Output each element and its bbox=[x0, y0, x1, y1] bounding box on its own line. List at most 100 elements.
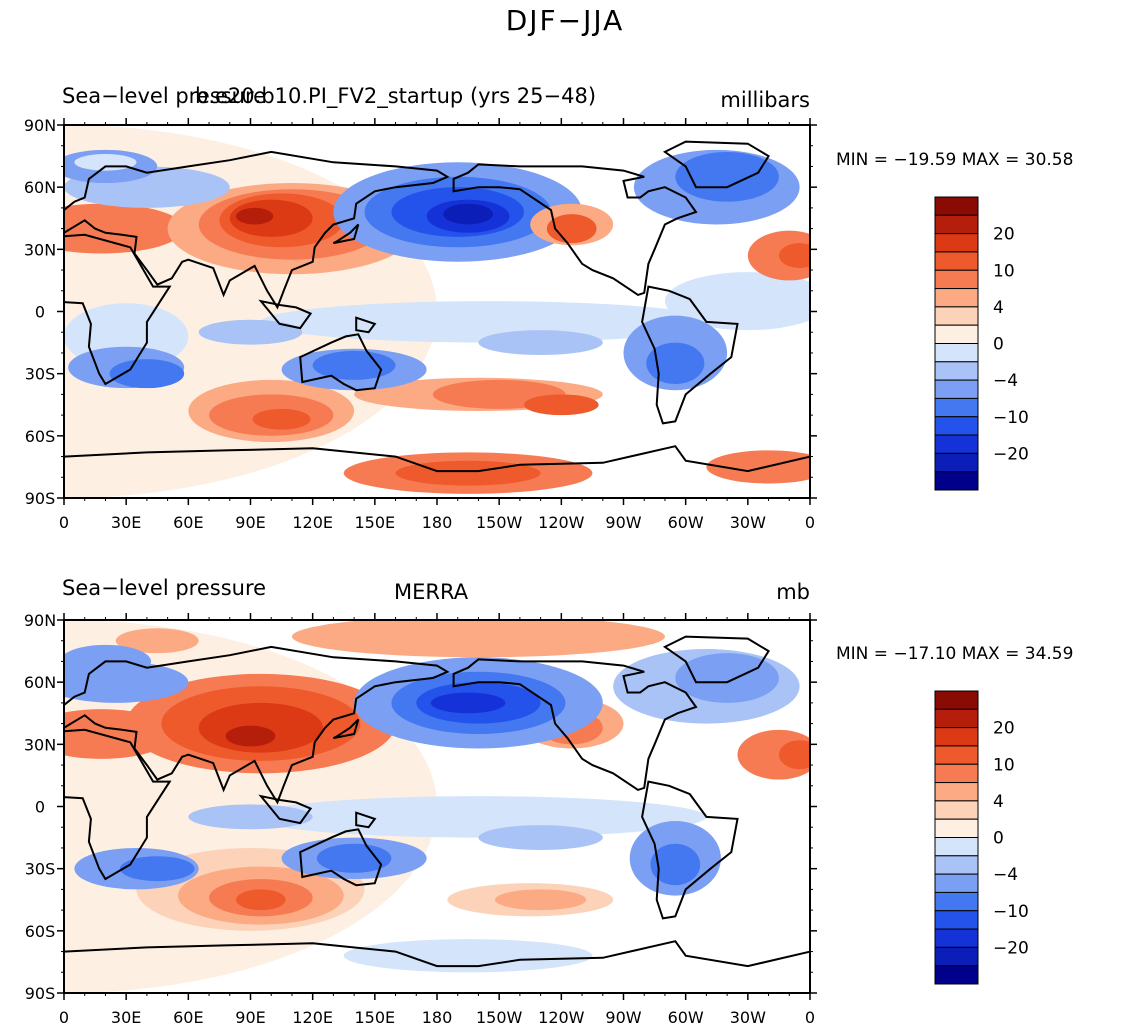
x-tick-label: 150E bbox=[355, 1008, 396, 1027]
x-tick-label: 120W bbox=[538, 513, 585, 532]
colorbar-label: 20 bbox=[993, 225, 1015, 245]
contour-region bbox=[252, 408, 311, 430]
colorbar-swatch bbox=[934, 306, 979, 326]
x-tick-label: 30W bbox=[730, 513, 766, 532]
y-tick-label: 90S bbox=[25, 489, 56, 508]
y-tick-label: 60N bbox=[24, 673, 56, 692]
x-tick-label: 150W bbox=[476, 513, 523, 532]
panel1-title-center: b.e20.b10.PI_FV2_startup (yrs 25−48) bbox=[195, 84, 597, 108]
coastline bbox=[258, 299, 313, 330]
colorbar-swatch bbox=[934, 928, 979, 948]
contour-region bbox=[343, 939, 593, 973]
y-tick-label: 0 bbox=[35, 303, 45, 322]
colorbar-swatch bbox=[934, 196, 979, 216]
contour-region bbox=[260, 301, 717, 343]
x-tick-label: 90W bbox=[605, 513, 641, 532]
x-tick-label: 120E bbox=[292, 513, 333, 532]
contour-region bbox=[316, 843, 392, 873]
panel2-title-center: MERRA bbox=[394, 580, 469, 604]
colorbar-swatch bbox=[934, 727, 979, 747]
x-tick-label: 120E bbox=[292, 1008, 333, 1027]
x-tick-label: 120W bbox=[538, 1008, 585, 1027]
colorbar-label: 10 bbox=[993, 755, 1015, 775]
colorbar-label: 0 bbox=[993, 335, 1004, 355]
panel1-field bbox=[64, 125, 810, 498]
x-tick-label: 60W bbox=[668, 1008, 704, 1027]
x-tick-label: 0 bbox=[805, 513, 815, 532]
colorbar-label: −20 bbox=[993, 938, 1029, 958]
coastline bbox=[258, 794, 313, 825]
colorbar-swatch bbox=[934, 855, 979, 875]
y-tick-label: 30S bbox=[25, 860, 56, 879]
contour-region bbox=[109, 359, 185, 389]
panel2-min-max: MIN = −17.10 MAX = 34.59 bbox=[836, 644, 1074, 664]
colorbar-swatch bbox=[934, 343, 979, 363]
coastline bbox=[641, 285, 739, 425]
y-tick-label: 90N bbox=[24, 116, 56, 135]
coastline bbox=[662, 635, 770, 684]
colorbar-swatch bbox=[934, 416, 979, 436]
colorbar-swatch bbox=[934, 324, 979, 344]
panel1-title-left: Sea−level pressure bbox=[62, 84, 267, 108]
colorbar-swatch bbox=[934, 782, 979, 802]
coastline bbox=[641, 780, 739, 920]
colorbar-swatch bbox=[934, 233, 979, 253]
contour-region bbox=[495, 889, 587, 911]
coastline bbox=[662, 140, 770, 189]
coastline bbox=[64, 645, 450, 805]
coastline bbox=[332, 223, 360, 245]
contour-region bbox=[250, 796, 707, 838]
x-tick-label: 30E bbox=[111, 513, 141, 532]
colorbar-label: −4 bbox=[993, 371, 1018, 391]
colorbar-swatch bbox=[934, 965, 979, 985]
x-tick-label: 60E bbox=[173, 1008, 203, 1027]
colorbar-swatch bbox=[934, 690, 979, 710]
contour-region bbox=[650, 843, 701, 886]
y-tick-label: 30N bbox=[24, 240, 56, 259]
colorbar-label: −20 bbox=[993, 444, 1029, 464]
colorbar-swatch bbox=[934, 251, 979, 271]
contour-region bbox=[675, 151, 779, 202]
contour-region bbox=[675, 653, 779, 703]
x-tick-label: 90W bbox=[605, 1008, 641, 1027]
y-tick-label: 30S bbox=[25, 365, 56, 384]
colorbar-swatch bbox=[934, 818, 979, 838]
y-tick-label: 60S bbox=[25, 922, 56, 941]
colorbar-swatch bbox=[934, 434, 979, 454]
colorbar-swatch bbox=[934, 745, 979, 765]
x-tick-label: 180 bbox=[422, 513, 453, 532]
contour-region bbox=[778, 740, 810, 770]
colorbar-swatch bbox=[934, 873, 979, 893]
contour-region bbox=[778, 243, 810, 268]
colorbar-swatch bbox=[934, 946, 979, 967]
contour-region bbox=[198, 319, 303, 345]
y-tick-label: 90S bbox=[25, 984, 56, 1003]
colorbar-swatch bbox=[934, 397, 979, 418]
x-tick-label: 0 bbox=[805, 1008, 815, 1027]
colorbar-swatch bbox=[934, 452, 979, 473]
coastline bbox=[299, 333, 383, 392]
x-tick-label: 30W bbox=[730, 1008, 766, 1027]
y-tick-label: 0 bbox=[35, 798, 45, 817]
colorbar-swatch bbox=[934, 708, 979, 729]
y-tick-label: 90N bbox=[24, 611, 56, 630]
contour-region bbox=[443, 203, 493, 225]
panel2-title-right: mb bbox=[776, 580, 810, 604]
colorbar-swatch bbox=[934, 361, 979, 381]
contour-region bbox=[188, 804, 313, 830]
colorbar-label: 4 bbox=[993, 298, 1004, 318]
x-tick-label: 60E bbox=[173, 513, 203, 532]
main-title: DJF−JJA bbox=[505, 4, 625, 37]
contour-region bbox=[646, 342, 705, 385]
contour-region bbox=[235, 207, 274, 225]
coastline bbox=[299, 828, 383, 887]
panel1-title-right: millibars bbox=[720, 88, 810, 112]
colorbar-swatch bbox=[934, 763, 979, 784]
x-tick-label: 90E bbox=[235, 1008, 265, 1027]
coastline bbox=[64, 150, 450, 310]
colorbar-label: −10 bbox=[993, 902, 1029, 922]
contour-region bbox=[706, 450, 810, 484]
x-tick-label: 150E bbox=[355, 513, 396, 532]
contour-region bbox=[74, 154, 137, 171]
